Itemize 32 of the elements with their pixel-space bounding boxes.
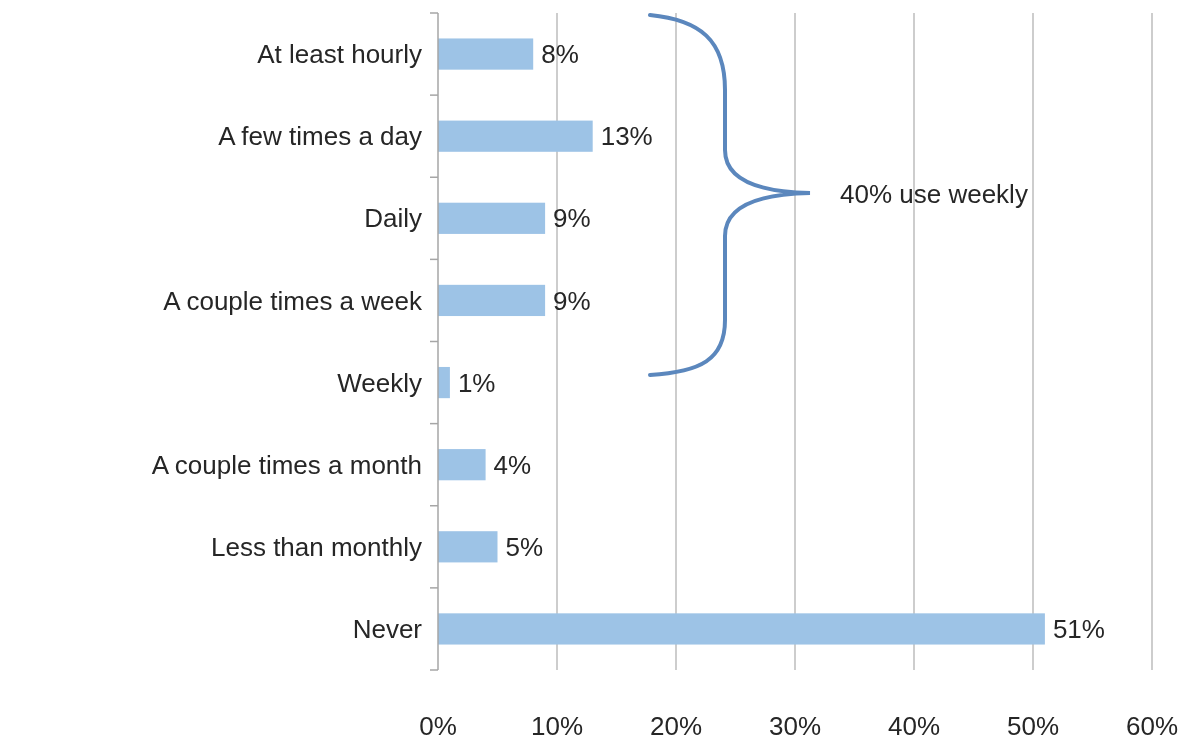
y-tick-label: A couple times a week (163, 285, 423, 316)
data-label: 13% (600, 121, 653, 152)
bar (438, 613, 1045, 645)
data-label: 5% (505, 531, 544, 562)
data-label: 9% (553, 285, 591, 316)
bar (438, 366, 450, 399)
x-tick-label: 0% (419, 711, 457, 741)
x-tick-label: 20% (649, 711, 703, 741)
y-tick-label: A few times a day (218, 121, 422, 152)
x-tick-label: 50% (1006, 711, 1060, 741)
data-label: 8% (541, 39, 579, 70)
y-tick-label: Never (352, 614, 423, 645)
data-label: 51% (1052, 614, 1105, 645)
y-tick-label: Daily (364, 203, 422, 234)
y-tick-label: At least hourly (257, 39, 422, 70)
bar (438, 284, 546, 317)
x-tick-label: 40% (887, 711, 941, 741)
data-label: 1% (457, 367, 496, 398)
data-label: 4% (493, 449, 532, 480)
x-tick-label: 10% (530, 711, 584, 741)
data-label: 9% (553, 203, 591, 234)
x-tick-label: 60% (1125, 711, 1179, 741)
annotation: 40% use weekly (840, 179, 1028, 209)
y-tick-label: Weekly (337, 367, 422, 398)
y-tick-label: A couple times a month (151, 449, 422, 480)
bar (438, 531, 498, 563)
bar (438, 38, 534, 70)
bar (438, 120, 593, 152)
bar (438, 449, 486, 481)
bar (438, 202, 546, 234)
y-tick-label: Less than monthly (210, 531, 422, 562)
x-tick-label: 30% (768, 711, 822, 741)
